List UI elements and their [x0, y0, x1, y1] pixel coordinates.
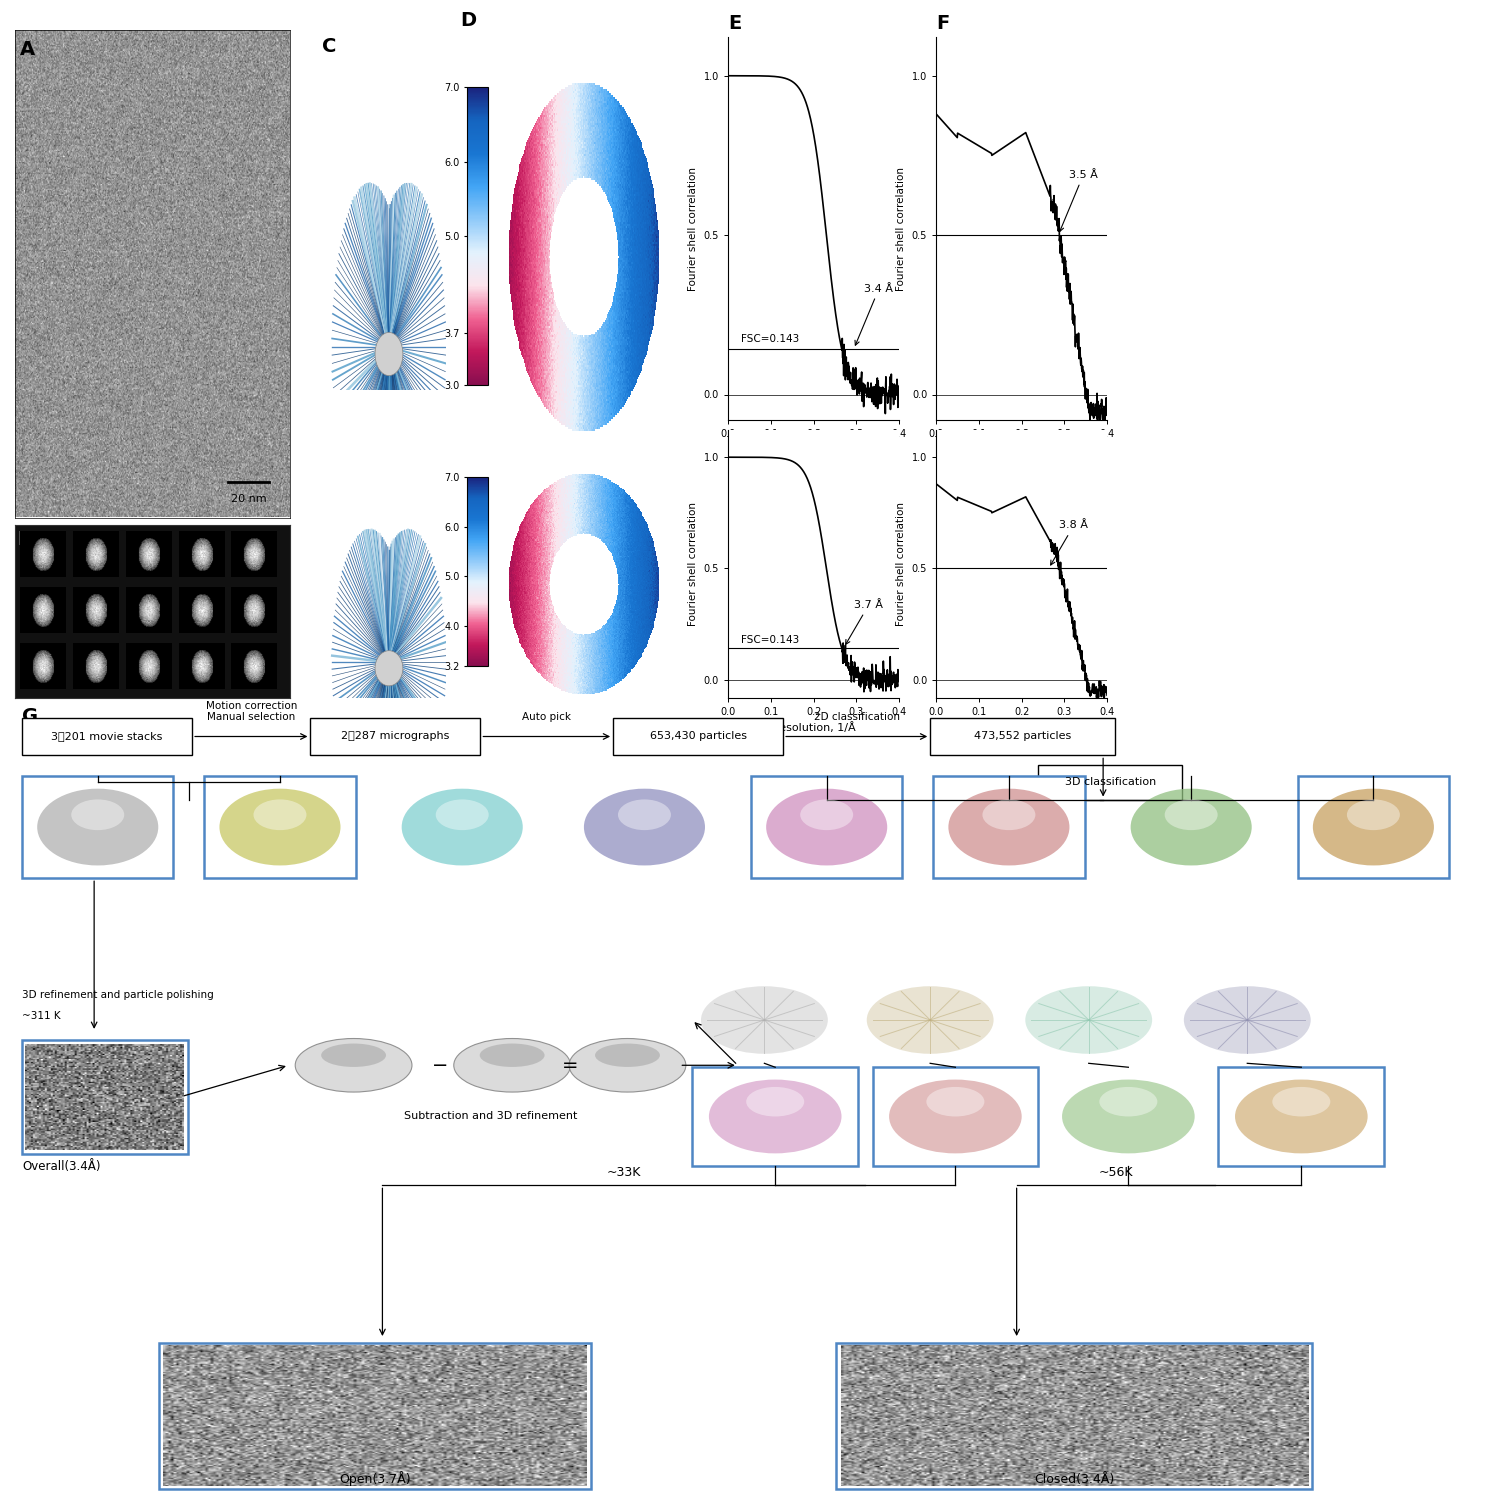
Ellipse shape: [1235, 1080, 1367, 1154]
Ellipse shape: [1100, 1088, 1158, 1116]
Bar: [1297, 776, 1449, 879]
Text: Closed(3.4Å): Closed(3.4Å): [1034, 1473, 1114, 1486]
X-axis label: Resolution, 1/Å: Resolution, 1/Å: [771, 722, 856, 734]
Ellipse shape: [401, 789, 523, 865]
Text: A: A: [21, 40, 36, 58]
Bar: [22, 717, 192, 756]
Text: ~311 K: ~311 K: [22, 1011, 61, 1020]
Ellipse shape: [1346, 800, 1400, 830]
Text: Subtraction and 3D refinement: Subtraction and 3D refinement: [404, 1110, 577, 1120]
Ellipse shape: [374, 333, 403, 375]
Ellipse shape: [1131, 789, 1251, 865]
Ellipse shape: [584, 789, 704, 865]
Text: 3，201 movie stacks: 3，201 movie stacks: [52, 732, 163, 741]
Text: G: G: [22, 706, 39, 726]
Bar: [837, 1342, 1312, 1488]
Bar: [1039, 765, 1183, 800]
Bar: [311, 717, 480, 756]
Text: 3.8 Å: 3.8 Å: [1051, 520, 1088, 566]
Ellipse shape: [767, 789, 887, 865]
Ellipse shape: [1062, 1080, 1195, 1154]
Bar: [872, 1068, 1039, 1166]
Text: C: C: [322, 38, 336, 56]
Text: 473,552 particles: 473,552 particles: [973, 732, 1071, 741]
Ellipse shape: [453, 1038, 571, 1092]
Ellipse shape: [296, 1038, 412, 1092]
Ellipse shape: [1272, 1088, 1330, 1116]
Ellipse shape: [569, 1038, 687, 1092]
X-axis label: Resolution, 1/Å: Resolution, 1/Å: [979, 444, 1064, 456]
Bar: [692, 1068, 857, 1166]
Ellipse shape: [701, 986, 828, 1054]
Text: 3D refinement and particle polishing: 3D refinement and particle polishing: [22, 990, 214, 1000]
Y-axis label: Fourier shell correlation: Fourier shell correlation: [688, 503, 698, 626]
Ellipse shape: [480, 1044, 544, 1066]
Ellipse shape: [321, 1044, 386, 1066]
Ellipse shape: [948, 789, 1070, 865]
Text: 3.5 Å: 3.5 Å: [1060, 170, 1098, 231]
Ellipse shape: [618, 800, 672, 830]
Bar: [933, 776, 1085, 879]
Ellipse shape: [71, 800, 125, 830]
Ellipse shape: [220, 789, 340, 865]
Y-axis label: Fourier shell correlation: Fourier shell correlation: [896, 166, 906, 291]
Y-axis label: Fourier shell correlation: Fourier shell correlation: [896, 503, 906, 626]
Text: E: E: [728, 13, 742, 33]
Text: 3D classification: 3D classification: [1064, 777, 1156, 788]
Y-axis label: Fourier shell correlation: Fourier shell correlation: [688, 166, 698, 291]
Text: 20 nm: 20 nm: [230, 494, 266, 504]
Ellipse shape: [889, 1080, 1022, 1154]
Bar: [750, 776, 902, 879]
Text: 653,430 particles: 653,430 particles: [649, 732, 746, 741]
Text: FSC=0.143: FSC=0.143: [742, 334, 799, 345]
Ellipse shape: [37, 789, 159, 865]
Bar: [204, 776, 355, 879]
Text: F: F: [936, 13, 950, 33]
Bar: [159, 1342, 591, 1488]
Ellipse shape: [746, 1088, 804, 1116]
Ellipse shape: [374, 651, 403, 686]
Text: 2D classification: 2D classification: [814, 712, 899, 723]
Text: FSC=0.143: FSC=0.143: [742, 636, 799, 645]
Bar: [22, 776, 174, 879]
Text: −: −: [432, 1056, 449, 1076]
Text: B: B: [18, 530, 33, 549]
Ellipse shape: [1184, 986, 1311, 1054]
Text: ~56K: ~56K: [1098, 1166, 1132, 1179]
Ellipse shape: [1312, 789, 1434, 865]
Ellipse shape: [435, 800, 489, 830]
Text: Overall(3.4Å): Overall(3.4Å): [22, 1160, 101, 1173]
X-axis label: Resolution, 1/Å: Resolution, 1/Å: [771, 444, 856, 456]
Bar: [930, 717, 1114, 756]
Ellipse shape: [982, 800, 1036, 830]
Ellipse shape: [594, 1044, 660, 1066]
Bar: [22, 1040, 187, 1154]
Ellipse shape: [1025, 986, 1152, 1054]
Ellipse shape: [799, 800, 853, 830]
Text: Motion correction
Manual selection: Motion correction Manual selection: [205, 700, 297, 723]
Text: =: =: [562, 1056, 578, 1076]
Text: Auto pick: Auto pick: [522, 712, 571, 723]
Text: 2，287 micrographs: 2，287 micrographs: [342, 732, 450, 741]
Ellipse shape: [866, 986, 994, 1054]
Bar: [1219, 1068, 1385, 1166]
Ellipse shape: [254, 800, 306, 830]
Text: D: D: [461, 10, 477, 30]
Text: ~33K: ~33K: [606, 1166, 640, 1179]
Bar: [614, 717, 783, 756]
Ellipse shape: [709, 1080, 841, 1154]
X-axis label: Resolution, 1/Å: Resolution, 1/Å: [979, 722, 1064, 734]
Text: 3.4 Å: 3.4 Å: [854, 284, 893, 345]
Text: 3.7 Å: 3.7 Å: [846, 600, 883, 645]
Ellipse shape: [1165, 800, 1217, 830]
Ellipse shape: [926, 1088, 984, 1116]
Text: Open(3.7Å): Open(3.7Å): [339, 1472, 412, 1486]
